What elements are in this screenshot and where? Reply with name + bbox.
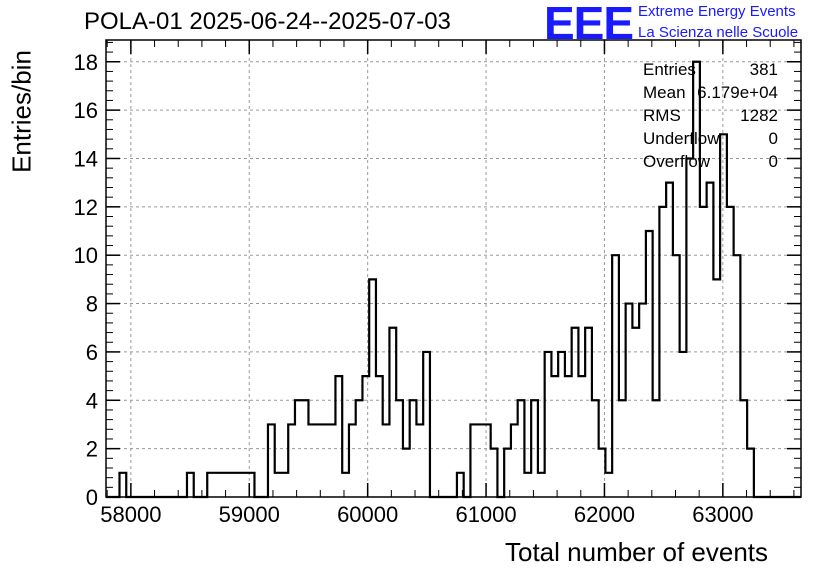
chart-title: POLA-01 2025-06-24--2025-07-03 xyxy=(84,8,451,35)
stats-underflow-value: 0 xyxy=(768,129,778,148)
tick-labels: 0 2 4 6 8 10 12 14 16 18 58000 59000 60000 61000 62000… xyxy=(74,50,754,527)
axis-ticks xyxy=(106,40,801,498)
y-axis-label: Entries/bin xyxy=(6,50,37,173)
logo-line-1: Extreme Energy Events xyxy=(638,3,796,20)
x-tick-label: 59000 xyxy=(219,502,280,527)
y-tick-label: 6 xyxy=(86,340,98,365)
grid-lines xyxy=(106,40,801,497)
y-tick-label: 0 xyxy=(86,485,98,510)
eee-logo: EEE xyxy=(544,0,634,49)
y-tick-label: 4 xyxy=(86,388,98,413)
logo-line-2: La Scienza nelle Scuole xyxy=(638,24,799,41)
x-tick-label: 61000 xyxy=(455,502,516,527)
plot-frame xyxy=(105,39,802,498)
x-tick-label: 60000 xyxy=(337,502,398,527)
stats-rms-label: RMS xyxy=(643,106,681,125)
stats-underflow-label: Underflow xyxy=(643,129,720,148)
x-tick-label: 58000 xyxy=(100,502,161,527)
y-tick-label: 2 xyxy=(86,437,98,462)
x-tick-label: 63000 xyxy=(692,502,753,527)
stats-entries-label: Entries xyxy=(643,60,696,79)
histogram-series-line xyxy=(106,60,802,499)
x-tick-label: 62000 xyxy=(574,502,635,527)
stats-mean-label: Mean xyxy=(643,83,686,102)
y-tick-label: 8 xyxy=(86,292,98,317)
y-tick-label: 14 xyxy=(74,146,98,171)
y-tick-label: 18 xyxy=(74,50,98,75)
x-axis-label: Total number of events xyxy=(505,537,769,567)
y-tick-label: 12 xyxy=(74,195,98,220)
stats-rms-value: 1282 xyxy=(740,106,778,125)
stats-entries-value: 381 xyxy=(749,60,778,79)
stats-mean-value: 6.179e+04 xyxy=(697,83,778,102)
stats-overflow-value: 0 xyxy=(768,152,778,171)
stats-overflow-label: Overflow xyxy=(643,152,711,171)
y-tick-label: 10 xyxy=(74,243,98,268)
y-tick-label: 16 xyxy=(74,98,98,123)
